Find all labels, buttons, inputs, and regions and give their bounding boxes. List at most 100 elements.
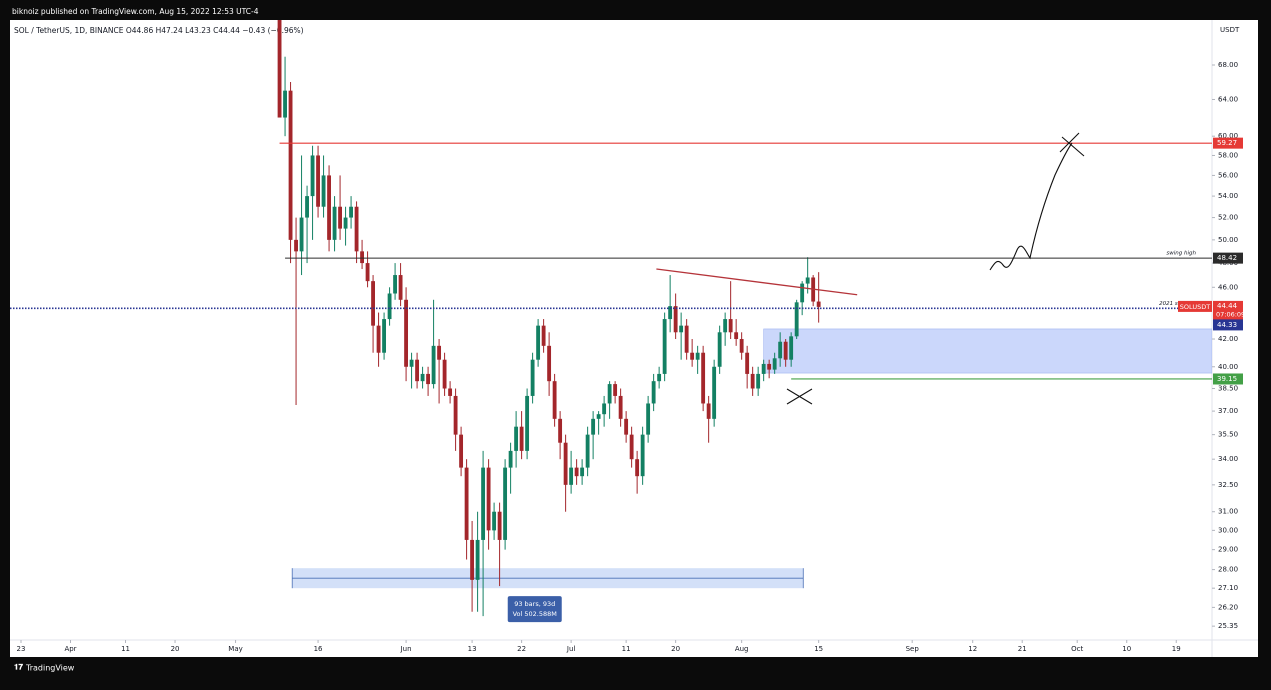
candle-body (327, 175, 331, 240)
y-tick-label: 54.00 (1218, 192, 1238, 200)
candle-body (624, 418, 629, 435)
candle-body (756, 373, 761, 389)
candle-body (541, 325, 546, 346)
candle-body (371, 281, 376, 326)
candle-body (530, 359, 535, 396)
x-tick-label: 11 (121, 645, 130, 653)
candle-body (508, 450, 513, 468)
y-tick-label: 30.00 (1218, 526, 1238, 534)
candle-body (657, 373, 662, 382)
candle-body (294, 239, 298, 252)
candle-body (404, 299, 409, 367)
candle-body (497, 511, 502, 540)
candle-body (431, 345, 436, 385)
candle-body (354, 206, 359, 252)
candle-body (695, 352, 700, 360)
candle-body (569, 467, 574, 485)
candle-body (585, 434, 590, 468)
candle-body (805, 277, 810, 284)
candle-body (448, 388, 453, 396)
y-tick-label: 64.00 (1218, 95, 1238, 103)
y-tick-label: 42.00 (1218, 335, 1238, 343)
candle-body (723, 319, 728, 333)
y-tick-label: 56.00 (1218, 171, 1238, 179)
x-tick-label: Jul (566, 645, 576, 653)
x-tick-label: 23 (17, 645, 26, 653)
y-tick-label: 52.00 (1218, 214, 1238, 222)
candle-body (706, 403, 711, 419)
currency: USDT (1220, 26, 1240, 34)
x-tick-label: Oct (1071, 645, 1083, 653)
x-tick-label: 13 (468, 645, 477, 653)
range-volume: Vol 502.588M (513, 610, 557, 618)
y-tick-label: 27.10 (1218, 584, 1238, 592)
candle-body (602, 403, 607, 415)
candle-body (299, 217, 304, 252)
x-tick-label: May (228, 645, 242, 653)
candle-body (437, 345, 442, 360)
candle-body (415, 359, 420, 382)
symbol-legend: SOL / TetherUS, 1D, BINANCE O44.86 H47.2… (14, 26, 304, 35)
candle-body (701, 352, 706, 404)
candle-body (464, 467, 469, 540)
range-label-box (507, 596, 562, 623)
price-tag-label: 44.44 (1217, 302, 1238, 310)
candle-body (690, 352, 695, 360)
candle-body (365, 263, 370, 282)
candle-body (717, 332, 722, 367)
countdown: 07:06:09 (1216, 310, 1245, 318)
candle-body (580, 467, 585, 477)
candle-body (761, 363, 766, 374)
plot: swing high 2021 support (10, 20, 1212, 617)
y-tick-label: 35.50 (1218, 431, 1238, 439)
candle-body (591, 418, 596, 435)
candle-body (750, 373, 755, 389)
candle-body (547, 345, 552, 382)
low-cross (786, 388, 813, 405)
y-tick-label: 28.00 (1218, 566, 1238, 574)
candle-body (288, 90, 293, 240)
candle-body (552, 381, 557, 419)
candle-body (783, 341, 788, 360)
target-cross (1059, 132, 1085, 157)
candle-body (426, 373, 431, 385)
candle-body (745, 352, 750, 374)
candle-body (772, 358, 777, 370)
trendline (656, 268, 858, 296)
candle-body (470, 539, 475, 580)
candle-body (338, 206, 342, 229)
candle-body (739, 339, 744, 353)
line-note: swing high (1166, 251, 1196, 257)
candle-body (662, 319, 667, 374)
candle-body (343, 217, 348, 229)
candle-body (668, 306, 673, 320)
candle-body (305, 196, 309, 218)
candle-body (728, 319, 733, 333)
x-tick-label: 19 (1172, 645, 1181, 653)
candle-body (646, 403, 651, 435)
demand-zone (763, 328, 1212, 374)
candle-body (360, 251, 364, 264)
candle-body (503, 467, 508, 540)
price-tag-label: 59.27 (1217, 139, 1237, 147)
candle-body (525, 395, 530, 451)
candle-body (459, 434, 464, 468)
x-tick-label: 11 (622, 645, 631, 653)
price-tag-label: 48.42 (1217, 254, 1237, 262)
candle-body (409, 359, 414, 367)
x-tick-label: Apr (64, 645, 76, 653)
price-tag (1213, 373, 1243, 385)
candle-body (800, 283, 805, 303)
y-tick-label: 50.00 (1218, 236, 1238, 244)
candle-body (816, 301, 821, 307)
candle-body (640, 434, 645, 477)
x-tick-label: 20 (671, 645, 680, 653)
x-tick-label: 15 (814, 645, 823, 653)
y-tick-label: 25.35 (1218, 622, 1238, 630)
price-tag (1213, 137, 1243, 149)
candle-body (514, 426, 519, 451)
candle-body (519, 426, 524, 451)
candle-body (635, 459, 640, 477)
x-tick-label: 12 (968, 645, 977, 653)
